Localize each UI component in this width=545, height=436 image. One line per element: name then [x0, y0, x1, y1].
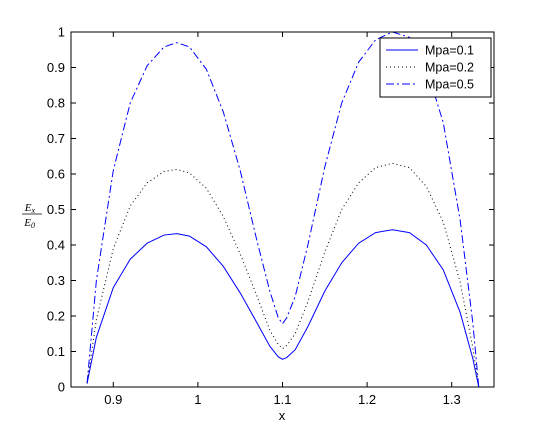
svg-text:E0: E0: [23, 217, 35, 230]
series-line-1: [86, 229, 480, 388]
y-tick-label: 0.7: [47, 131, 65, 146]
legend-label: Mpa=0.5: [425, 78, 474, 92]
y-axis-label: Ex E0: [22, 202, 42, 230]
y-tick-label: 0.9: [47, 60, 65, 75]
svg-text:Ex: Ex: [24, 202, 36, 215]
y-tick-label: 1: [58, 25, 65, 40]
legend-label: Mpa=0.2: [425, 61, 474, 75]
y-tick-label: 0.1: [47, 344, 65, 359]
y-tick-label: 0.4: [47, 238, 65, 253]
y-tick-label: 0.6: [47, 167, 65, 182]
y-tick-label: 0.8: [47, 96, 65, 111]
y-tick-label: 0.5: [47, 202, 65, 217]
x-tick-label: 1: [194, 392, 201, 407]
axes-layer: 0.9 1 1.1 1.2 1.3 0 0.1 0.2 0.3 0.4 0.5 0.6 0.7 0.8 0.…: [47, 25, 495, 407]
x-axis-label: x: [279, 408, 286, 423]
y-tick-label: 0: [58, 380, 65, 395]
x-tick-label: 1.3: [443, 392, 461, 407]
y-tick-label: 0.2: [47, 309, 65, 324]
x-tick-label: 0.9: [104, 392, 122, 407]
legend-label: Mpa=0.1: [425, 44, 474, 58]
legend: Mpa=0.1 Mpa=0.2 Mpa=0.5: [379, 37, 492, 98]
y-tick-label: 0.3: [47, 273, 65, 288]
series-line-3: [86, 31, 480, 388]
series-layer: [86, 31, 480, 388]
x-tick-label: 1.2: [358, 392, 376, 407]
x-tick-label: 1.1: [273, 392, 291, 407]
